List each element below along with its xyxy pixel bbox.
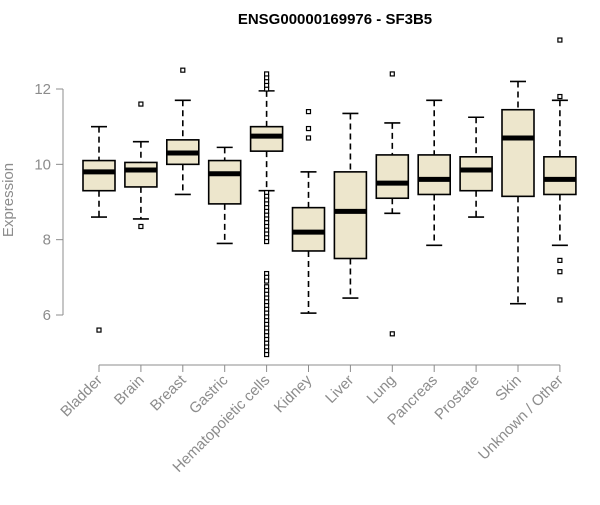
outlier-kidney-2	[305, 108, 312, 115]
box-pancreas	[417, 154, 452, 196]
y-tick-label-10: 10	[34, 156, 51, 173]
box-hematopoietic-cells	[249, 125, 284, 152]
outlier-kidney-1	[305, 125, 312, 132]
x-tick-label-lung: Lung	[364, 372, 400, 408]
outlier-unknown-other-3	[557, 93, 563, 100]
chart-title: ENSG00000169976 - SF3B5	[238, 11, 432, 28]
x-tick-label-skin: Skin	[492, 372, 525, 405]
outlier-hematopoietic-cells-40	[264, 351, 270, 358]
x-tick-label-brain: Brain	[111, 372, 148, 409]
y-tick-label-6: 6	[43, 307, 51, 324]
outlier-unknown-other-0	[557, 297, 563, 303]
outlier-hematopoietic-cells-4	[264, 71, 270, 77]
outlier-brain-0	[138, 223, 144, 230]
x-tick-label-liver: Liver	[322, 372, 357, 407]
x-tick-label-kidney: Kidney	[271, 371, 316, 416]
outlier-unknown-other-1	[557, 269, 563, 275]
y-axis-label: Expression	[0, 163, 17, 237]
outlier-kidney-0	[305, 135, 312, 141]
box-prostate	[459, 156, 493, 192]
outlier-lung-1	[389, 71, 395, 77]
x-tick-label-prostate: Prostate	[431, 372, 483, 424]
outlier-lung-0	[389, 331, 395, 337]
outlier-hematopoietic-cells-18	[264, 238, 270, 245]
y-tick-label-12: 12	[34, 81, 51, 98]
y-tick-label-8: 8	[43, 232, 51, 249]
outlier-brain-1	[138, 101, 144, 107]
box-liver	[333, 171, 368, 260]
box-skin	[501, 108, 535, 198]
box-gastric	[207, 159, 242, 205]
outlier-unknown-other-2	[557, 257, 563, 263]
x-tick-label-breast: Breast	[147, 371, 190, 414]
box-bladder	[82, 159, 116, 192]
x-tick-label-bladder: Bladder	[57, 372, 106, 421]
box-kidney	[291, 206, 326, 252]
outlier-hematopoietic-cells-21	[264, 278, 270, 284]
box-brain	[124, 161, 158, 188]
box-unknown-other	[543, 156, 577, 196]
outlier-unknown-other-4	[557, 37, 563, 43]
outlier-bladder-0	[96, 327, 102, 333]
outlier-breast-0	[180, 67, 186, 73]
box-lung	[375, 154, 410, 200]
